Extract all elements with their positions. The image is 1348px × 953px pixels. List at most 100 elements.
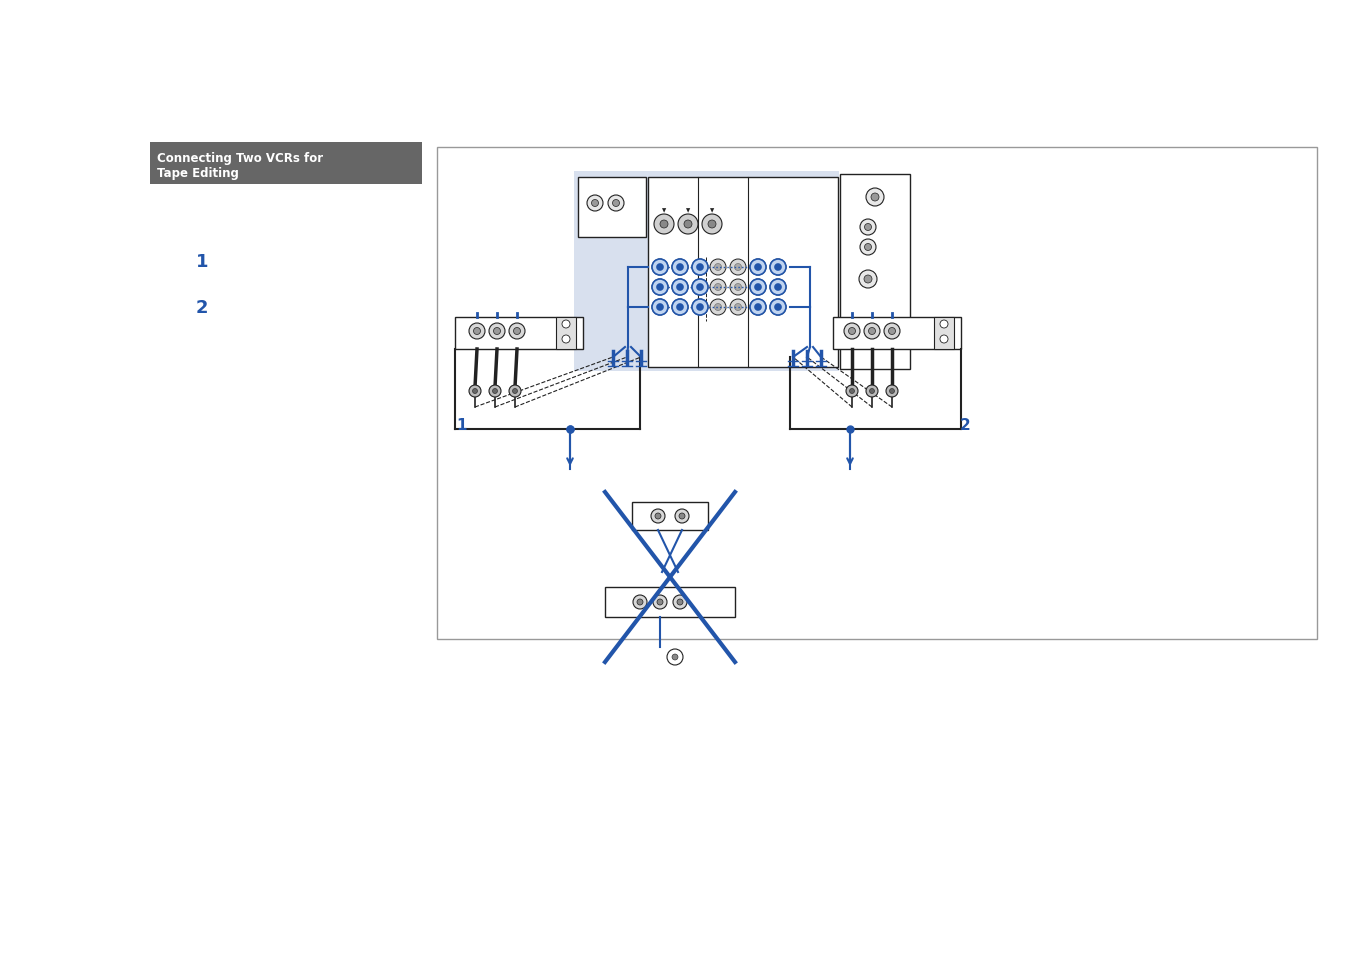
Bar: [578, 178, 646, 237]
Circle shape: [655, 514, 661, 519]
Circle shape: [677, 264, 683, 272]
Bar: [574, 172, 838, 372]
Bar: [632, 502, 708, 531]
Circle shape: [510, 386, 520, 397]
Circle shape: [775, 284, 782, 292]
Circle shape: [844, 324, 860, 339]
Circle shape: [847, 386, 857, 397]
Circle shape: [714, 284, 721, 292]
Circle shape: [775, 284, 782, 292]
Circle shape: [651, 510, 665, 523]
Bar: [437, 148, 1317, 639]
Circle shape: [692, 299, 708, 315]
Circle shape: [510, 324, 524, 339]
Circle shape: [697, 284, 704, 292]
Text: 2: 2: [195, 298, 209, 316]
Circle shape: [702, 214, 723, 234]
Circle shape: [469, 386, 481, 397]
Circle shape: [731, 280, 745, 295]
Circle shape: [677, 264, 683, 272]
Text: 1: 1: [195, 253, 209, 271]
Circle shape: [493, 328, 500, 335]
Circle shape: [710, 260, 727, 275]
Circle shape: [697, 264, 704, 272]
Circle shape: [677, 304, 683, 312]
Circle shape: [775, 304, 782, 312]
Circle shape: [656, 599, 663, 605]
Circle shape: [492, 389, 497, 395]
Bar: [934, 317, 954, 350]
Circle shape: [673, 260, 687, 275]
Circle shape: [697, 264, 704, 272]
Circle shape: [652, 299, 669, 315]
Circle shape: [673, 596, 687, 609]
Circle shape: [683, 221, 692, 229]
Circle shape: [859, 271, 878, 289]
Circle shape: [869, 389, 875, 395]
Circle shape: [749, 280, 766, 295]
Circle shape: [860, 240, 876, 255]
Circle shape: [755, 284, 762, 292]
Circle shape: [770, 260, 786, 275]
Circle shape: [469, 324, 485, 339]
Circle shape: [714, 304, 721, 312]
Text: 1: 1: [456, 417, 466, 432]
Circle shape: [868, 328, 875, 335]
Circle shape: [634, 596, 647, 609]
Circle shape: [864, 244, 872, 252]
Circle shape: [652, 299, 669, 315]
Circle shape: [710, 280, 727, 295]
Circle shape: [755, 304, 762, 312]
Circle shape: [749, 299, 766, 315]
Circle shape: [656, 304, 663, 312]
Circle shape: [678, 214, 698, 234]
Circle shape: [775, 264, 782, 272]
Circle shape: [656, 264, 663, 272]
Circle shape: [562, 335, 570, 344]
Circle shape: [749, 260, 766, 275]
Circle shape: [849, 389, 855, 395]
Circle shape: [667, 649, 683, 665]
Circle shape: [692, 280, 708, 295]
Circle shape: [692, 280, 708, 295]
Circle shape: [749, 280, 766, 295]
Circle shape: [512, 389, 518, 395]
Circle shape: [586, 195, 603, 212]
Circle shape: [770, 299, 786, 315]
Circle shape: [697, 304, 704, 312]
Text: Tape Editing: Tape Editing: [156, 167, 239, 179]
Circle shape: [673, 655, 678, 660]
Bar: [605, 587, 735, 618]
Circle shape: [677, 284, 683, 292]
Circle shape: [656, 304, 663, 312]
Circle shape: [940, 335, 948, 344]
Bar: [456, 317, 582, 350]
Circle shape: [735, 284, 741, 292]
Circle shape: [692, 299, 708, 315]
Circle shape: [652, 260, 669, 275]
Circle shape: [677, 599, 683, 605]
Circle shape: [673, 280, 687, 295]
Circle shape: [514, 328, 520, 335]
Circle shape: [652, 596, 667, 609]
Circle shape: [755, 304, 762, 312]
Text: ▼: ▼: [662, 209, 666, 213]
Circle shape: [661, 221, 669, 229]
Circle shape: [652, 260, 669, 275]
Circle shape: [755, 264, 762, 272]
Circle shape: [679, 514, 685, 519]
Circle shape: [673, 299, 687, 315]
Circle shape: [864, 324, 880, 339]
Circle shape: [775, 304, 782, 312]
Circle shape: [735, 264, 741, 272]
Circle shape: [652, 280, 669, 295]
Bar: [648, 178, 838, 368]
Circle shape: [888, 328, 895, 335]
Bar: [555, 317, 576, 350]
Circle shape: [864, 224, 872, 232]
Circle shape: [654, 214, 674, 234]
Circle shape: [710, 299, 727, 315]
Text: Connecting Two VCRs for: Connecting Two VCRs for: [156, 152, 324, 165]
Circle shape: [692, 260, 708, 275]
Text: 2: 2: [960, 417, 971, 432]
